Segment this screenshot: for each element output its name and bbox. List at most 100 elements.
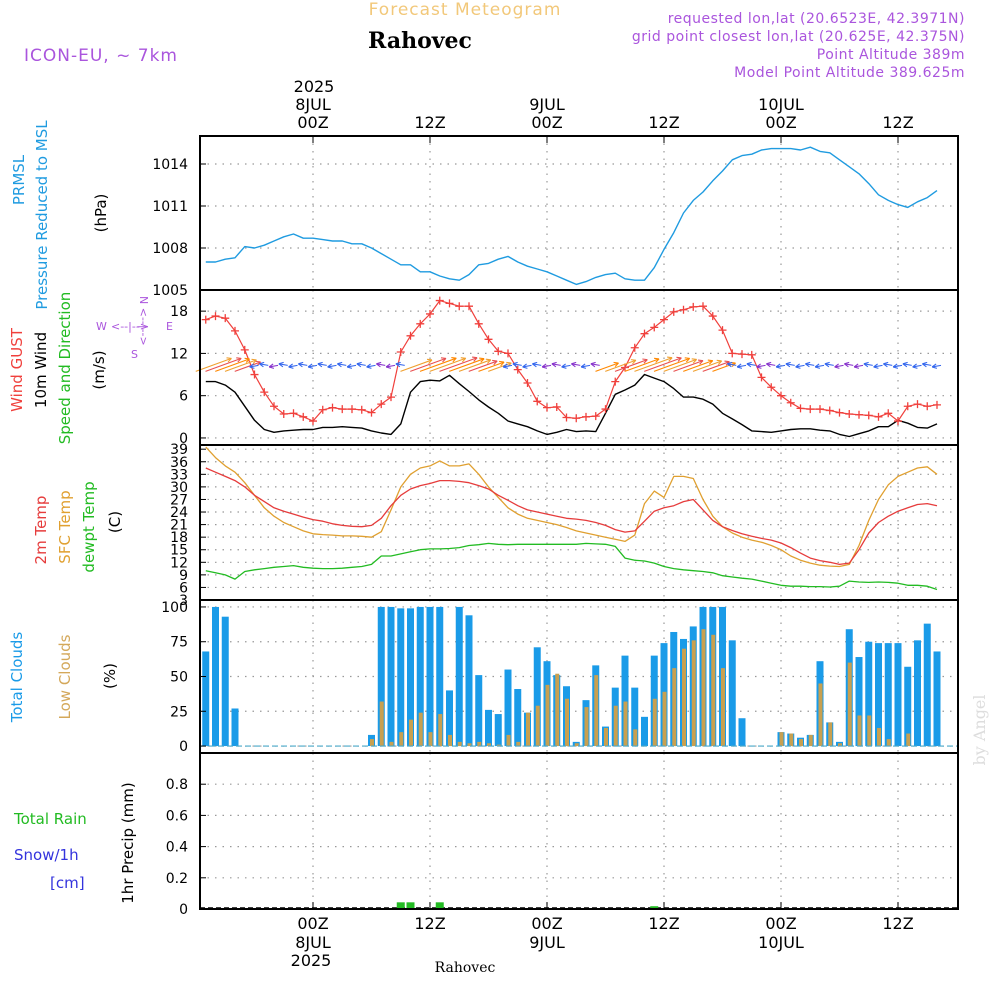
gust-marker (494, 347, 503, 356)
wind-arrow-head (532, 361, 538, 368)
gust-line (205, 300, 938, 422)
y-tick-label: 21 (170, 518, 188, 534)
y-tick-label: 0 (179, 902, 188, 918)
wind-arrow (288, 364, 298, 368)
gust-marker (299, 412, 308, 421)
wind-arrow (795, 364, 805, 368)
compass-s-label: S (131, 348, 138, 361)
wind-arrow (532, 363, 542, 366)
watermark: by Angel (970, 694, 989, 765)
low-cloud-bar (545, 684, 550, 747)
gust-marker (221, 314, 230, 323)
low-cloud-bar (389, 741, 394, 747)
gust-marker (650, 323, 659, 332)
x-tick-label-bottom: 00Z (531, 914, 562, 933)
total-cloud-bar (475, 675, 483, 747)
wind-arrow (766, 363, 776, 366)
wind-arrow (756, 364, 766, 368)
wind-arrow-head (746, 361, 752, 368)
gust-marker (874, 412, 883, 421)
wind-arrow (873, 364, 883, 368)
low-cloud-bar (847, 662, 852, 747)
total-cloud-bar (933, 651, 941, 747)
gust-marker (660, 315, 668, 324)
wind-arrow-head (236, 357, 242, 363)
wind-arrow-head (307, 363, 314, 369)
wind-arrow-head (736, 363, 743, 369)
low-cloud-bar (613, 705, 618, 747)
wind-arrow-head (346, 363, 353, 369)
x-tick-label-top: 12Z (882, 113, 913, 132)
x-date-label-bottom: 10JUL (758, 933, 804, 952)
wind-arrow-head (775, 363, 782, 369)
wind-arrow (912, 364, 922, 368)
gust-marker (387, 393, 395, 402)
wind-arrow-head (426, 358, 433, 364)
wind-arrow (683, 360, 713, 372)
sfc-temp-line (205, 446, 938, 568)
total-cloud-bar (641, 716, 648, 747)
gust-marker (348, 405, 356, 414)
x-date-label-bottom: 8JUL (295, 933, 331, 952)
compass-e: E (166, 320, 173, 333)
y-tick-label: 33 (170, 467, 188, 483)
wind-arrow-head (356, 361, 362, 368)
total-cloud-bar (504, 669, 512, 747)
x-tick-label-top: 00Z (531, 113, 562, 132)
low-cloud-bar (711, 634, 716, 747)
total-cloud-bar (485, 709, 492, 747)
wind-arrow-head (472, 356, 478, 362)
ylabel-gust: Wind GUST (8, 327, 26, 412)
wind-arrow-head (756, 363, 762, 369)
wind-arrow-head (551, 361, 557, 368)
gust-marker (260, 388, 269, 397)
wind-arrow (449, 358, 485, 372)
y-tick-label: 18 (170, 530, 188, 546)
gust-marker (445, 299, 454, 308)
wind-arrow (376, 363, 386, 366)
total-cloud-bar (221, 616, 229, 747)
wind-arrow (624, 358, 660, 372)
gust-marker (767, 383, 776, 392)
gust-marker (270, 402, 278, 411)
grid-layer (200, 136, 958, 910)
ylabel-ms: (m/s) (90, 350, 108, 389)
low-cloud-bar (838, 743, 842, 747)
wind-arrow-head (691, 358, 698, 364)
total-cloud-bar (855, 657, 863, 747)
wind-arrow (468, 360, 498, 372)
wind-arrow (522, 364, 532, 368)
label-layer: 1005100810111014061218369121518212427303… (8, 95, 914, 952)
wind-arrow (551, 363, 561, 366)
model-label: ICON-EU, ~ 7km (24, 46, 178, 66)
gust-marker (289, 409, 298, 418)
total-cloud-bar (494, 714, 502, 747)
low-cloud-bar (818, 683, 823, 747)
wind-arrow-head (853, 363, 860, 369)
low-cloud-bar (799, 739, 803, 747)
y-tick-label: 100 (161, 600, 188, 616)
gust-marker (835, 408, 844, 417)
wind-arrow-head (684, 357, 691, 363)
rain-bar (406, 902, 415, 909)
wind-arrow-head (512, 361, 518, 368)
gust-marker (923, 402, 932, 411)
gust-marker (786, 398, 795, 407)
wind-arrow-head (259, 361, 265, 368)
wind-arrow (298, 363, 308, 366)
low-cloud-bar (477, 741, 482, 747)
low-cloud-bar (672, 668, 677, 747)
total-cloud-bar (455, 606, 463, 747)
x-date-label-bottom: 9JUL (529, 933, 565, 952)
wind-arrow (644, 357, 682, 372)
gust-marker (562, 413, 571, 422)
gust-marker (738, 350, 746, 359)
grid-point-coords: grid point closest lon,lat (20.625E, 42.… (632, 29, 965, 45)
low-cloud-bar (886, 739, 891, 747)
gust-marker (894, 417, 902, 426)
wind-arrow (542, 364, 552, 368)
x-tick-label-bottom: 12Z (648, 914, 679, 933)
wind-arrow-head (922, 361, 928, 368)
wind-arrow-head (697, 359, 704, 365)
y-tick-label: 27 (170, 492, 188, 508)
